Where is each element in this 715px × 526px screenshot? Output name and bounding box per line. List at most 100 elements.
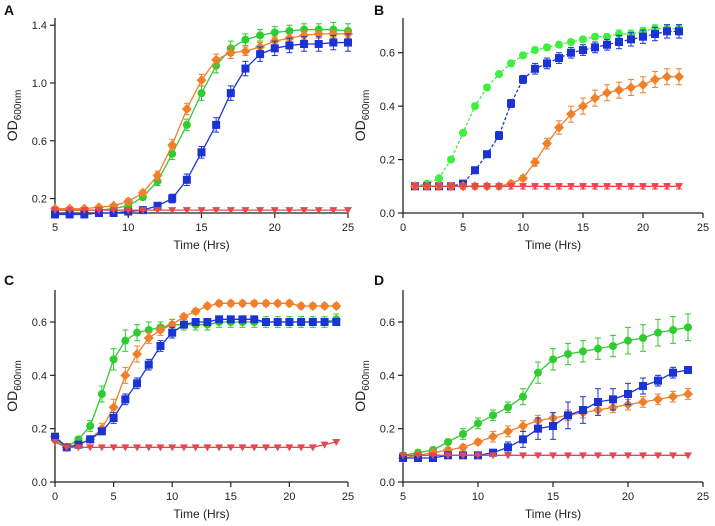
data-point — [609, 342, 617, 350]
data-point — [123, 196, 134, 207]
data-point — [241, 64, 250, 73]
x-tick-label: 10 — [472, 491, 484, 503]
data-point — [674, 71, 684, 82]
data-point — [519, 392, 527, 401]
data-point — [564, 411, 572, 420]
data-point — [124, 207, 133, 215]
x-tick-label: 5 — [400, 491, 406, 503]
series-red — [399, 452, 692, 460]
data-point — [519, 183, 527, 191]
data-point — [543, 183, 551, 191]
data-point — [256, 50, 265, 59]
data-point — [654, 328, 662, 337]
data-point — [225, 47, 236, 58]
data-point — [344, 38, 352, 47]
data-point — [197, 207, 206, 215]
data-point — [615, 183, 623, 191]
data-point — [300, 25, 309, 34]
data-point — [300, 40, 309, 48]
data-point — [296, 301, 307, 311]
data-point — [429, 452, 437, 460]
data-point — [308, 444, 317, 452]
data-point — [138, 207, 147, 215]
data-point — [668, 391, 678, 402]
data-point — [639, 382, 647, 390]
data-point — [564, 452, 572, 460]
y-axis-label-main: OD — [352, 120, 368, 141]
data-point — [603, 32, 611, 41]
data-point — [519, 435, 527, 444]
x-tick-label: 5 — [460, 222, 466, 234]
data-point — [196, 75, 207, 86]
data-point — [669, 368, 677, 377]
series-green — [51, 313, 341, 452]
data-point — [132, 349, 143, 359]
data-point — [332, 439, 341, 446]
data-point — [579, 46, 587, 55]
data-point — [669, 326, 677, 334]
x-tick-label: 15 — [195, 222, 207, 234]
series-blue — [399, 366, 692, 462]
data-point — [579, 35, 587, 44]
data-point — [591, 183, 599, 191]
data-point — [249, 298, 260, 309]
x-tick-label: 15 — [225, 491, 237, 503]
data-point — [602, 87, 612, 98]
y-tick-label: 0.6 — [32, 317, 47, 329]
data-point — [203, 444, 212, 452]
data-point — [51, 210, 59, 219]
data-point — [591, 32, 599, 41]
data-point — [531, 183, 539, 191]
y-axis-label: OD600nm — [352, 90, 372, 142]
data-point — [684, 452, 692, 460]
data-point — [639, 183, 647, 191]
data-point — [603, 40, 611, 49]
x-tick-label: 0 — [400, 222, 406, 234]
data-point — [504, 403, 512, 412]
data-point — [518, 421, 528, 431]
data-point — [86, 444, 95, 452]
data-point — [86, 422, 95, 430]
y-tick-label: 0.2 — [380, 155, 395, 167]
data-point — [627, 35, 635, 44]
x-axis-label: Time (Hrs) — [525, 238, 581, 252]
x-axis-label: Time (Hrs) — [173, 238, 229, 252]
y-tick-label: 0.2 — [32, 424, 47, 436]
data-point — [474, 419, 482, 428]
data-point — [212, 120, 221, 129]
data-point — [121, 336, 130, 345]
data-point — [51, 439, 59, 446]
data-point — [108, 402, 119, 413]
data-point — [650, 74, 660, 85]
data-point — [639, 32, 647, 41]
data-point — [121, 395, 130, 404]
data-point — [51, 432, 59, 441]
data-point — [614, 85, 624, 96]
data-point — [534, 424, 542, 433]
data-point — [109, 414, 118, 422]
data-point — [226, 89, 235, 98]
data-point — [65, 207, 74, 215]
x-tick-label: 25 — [697, 222, 709, 234]
data-point — [215, 315, 224, 324]
data-point — [519, 51, 527, 60]
series-line — [402, 326, 689, 456]
data-point — [444, 438, 452, 446]
data-point — [94, 207, 103, 215]
data-point — [178, 311, 189, 322]
y-axis-label-sub: 600nm — [13, 360, 24, 391]
data-point — [80, 210, 89, 219]
data-point — [197, 148, 206, 157]
data-point — [654, 376, 662, 385]
data-point — [675, 183, 683, 191]
data-point — [329, 207, 338, 215]
data-point — [181, 104, 192, 114]
data-point — [270, 44, 279, 53]
data-point — [483, 150, 491, 159]
data-point — [554, 122, 564, 133]
data-point — [531, 64, 539, 73]
x-tick-label: 20 — [283, 491, 295, 503]
series-orange — [410, 68, 684, 192]
data-point — [285, 444, 294, 452]
data-point — [626, 82, 636, 93]
